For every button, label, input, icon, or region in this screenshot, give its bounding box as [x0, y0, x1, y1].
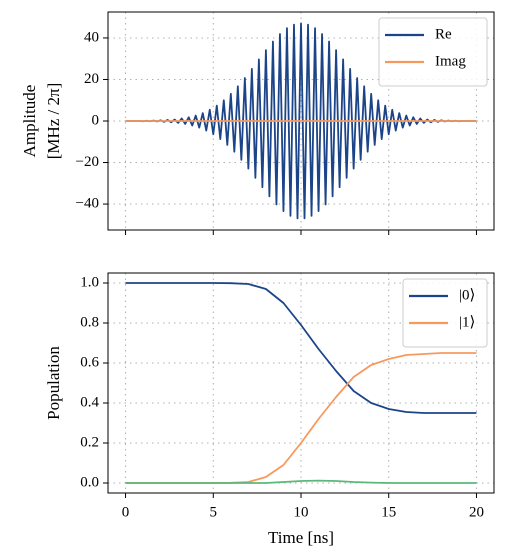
series-line	[125, 22, 477, 220]
x-tick-label: 0	[122, 504, 130, 520]
x-tick-label: 5	[210, 504, 218, 520]
y-tick-label: 20	[84, 71, 99, 87]
x-tick-label: 20	[469, 504, 484, 520]
y-tick-label: 0.2	[80, 434, 99, 450]
legend-label: |0⟩	[459, 287, 475, 303]
x-tick-label: 15	[381, 504, 396, 520]
y-axis-label: Population	[44, 346, 63, 420]
y-tick-label: 0	[92, 112, 100, 128]
x-axis-label: Time [ns]	[268, 528, 334, 547]
y-tick-label: 0.6	[80, 354, 99, 370]
legend: |0⟩ |1⟩	[402, 278, 488, 348]
y-axis-label: Amplitude	[20, 85, 39, 158]
y-tick-label: 0.0	[80, 474, 99, 490]
y-tick-label: 0.4	[80, 394, 99, 410]
legend: Re Imag	[378, 17, 488, 87]
legend-box	[378, 17, 488, 87]
x-tick-label: 10	[294, 504, 309, 520]
series-line	[125, 479, 477, 484]
series-line	[125, 282, 477, 414]
axes-frame	[107, 272, 495, 494]
legend-label: Re	[435, 26, 452, 42]
legend-label: |1⟩	[459, 314, 475, 330]
y-tick-label: 0.8	[80, 314, 99, 330]
y-tick-label: −20	[76, 154, 99, 170]
y-tick-label: −40	[76, 195, 99, 211]
y-axis-label: [MHz / 2π]	[44, 83, 63, 160]
y-tick-label: 1.0	[80, 274, 99, 290]
axes-frame	[107, 11, 495, 231]
legend-label: Imag	[435, 53, 466, 69]
y-tick-label: 40	[84, 29, 99, 45]
